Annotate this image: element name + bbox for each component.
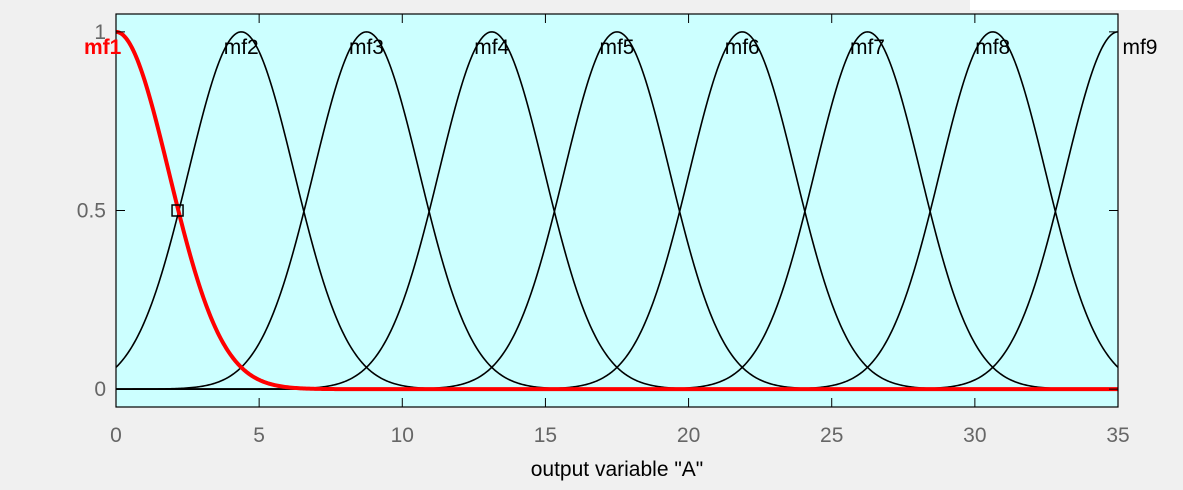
top-right-white-band <box>970 0 1183 10</box>
mf-label-mf1[interactable]: mf1 <box>84 36 122 59</box>
x-tick-label: 5 <box>253 424 265 447</box>
x-axis-title: output variable "A" <box>531 458 704 481</box>
curve-mf1[interactable] <box>115 29 1119 392</box>
mf-label-mf9[interactable]: mf9 <box>1122 36 1157 59</box>
plot-area[interactable] <box>116 14 1118 407</box>
mf-labels-layer: mf1 mf2 mf3 mf4 mf5 mf6 mf7 mf8 mf9 <box>84 36 1158 59</box>
mf-label-mf4[interactable]: mf4 <box>474 36 509 59</box>
x-tick-label: 0 <box>110 424 122 447</box>
x-tick-label: 10 <box>391 424 414 447</box>
x-tick-label: 15 <box>534 424 557 447</box>
x-tick-label: 20 <box>677 424 700 447</box>
curves-layer <box>115 29 1119 392</box>
x-tick-label: 30 <box>963 424 986 447</box>
ticks-layer: 0 5 10 15 20 25 30 35 0 0.5 1 <box>77 14 1130 447</box>
selected-point-handle[interactable] <box>171 204 184 217</box>
mf-label-mf2[interactable]: mf2 <box>224 36 259 59</box>
x-tick-label: 25 <box>820 424 843 447</box>
mf-label-mf3[interactable]: mf3 <box>349 36 384 59</box>
y-tick-label: 0.5 <box>77 200 106 223</box>
y-tick-label: 0 <box>94 378 106 401</box>
y-tick-label: 1 <box>94 21 106 44</box>
mf-label-mf6[interactable]: mf6 <box>725 36 760 59</box>
mf-label-mf5[interactable]: mf5 <box>599 36 634 59</box>
mf-label-mf7[interactable]: mf7 <box>850 36 885 59</box>
mf-label-mf8[interactable]: mf8 <box>975 36 1010 59</box>
x-tick-label: 35 <box>1106 424 1129 447</box>
